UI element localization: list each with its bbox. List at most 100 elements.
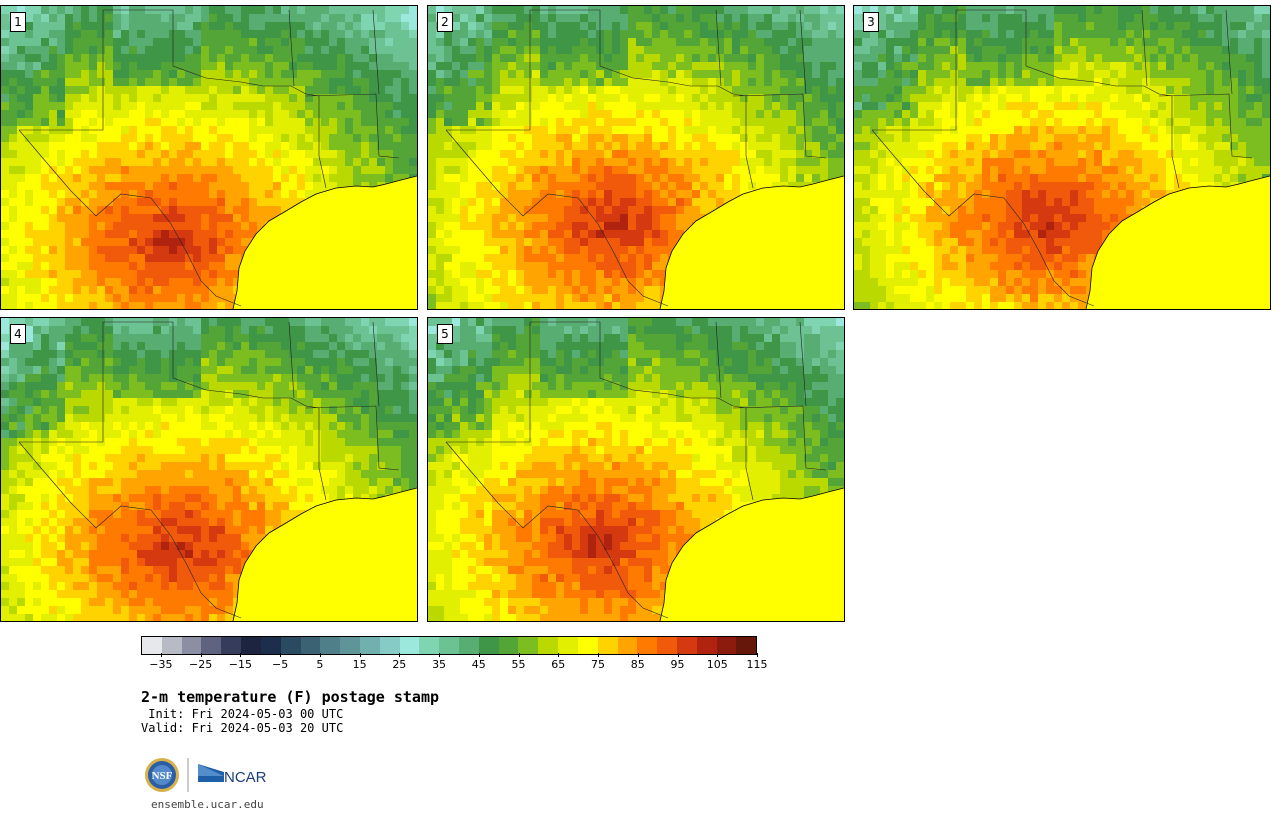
boundary-line (103, 321, 307, 407)
colorbar-tick (240, 653, 242, 657)
colorbar-tick-label: 55 (511, 658, 526, 671)
colorbar-tick-label: −25 (189, 658, 213, 671)
colorbar-tick-label: 75 (591, 658, 606, 671)
coastline (659, 487, 844, 621)
colorbar-tick (757, 653, 758, 657)
temperature-map (1, 6, 417, 309)
colorbar-tick (478, 653, 480, 657)
colorbar-cell (439, 637, 459, 654)
colorbar-cell (320, 637, 341, 654)
colorbar-cell (696, 637, 717, 654)
colorbar-tick (200, 653, 202, 657)
member-panel-1: 1 (0, 5, 418, 310)
panel-number-label: 4 (10, 324, 26, 344)
member-panel-5: 5 (427, 317, 845, 622)
colorbar-cell (637, 637, 658, 654)
coastline (232, 487, 417, 621)
colorbar-cell (241, 637, 261, 654)
temperature-map (428, 318, 844, 621)
colorbar-ticks: −35 −25 −15 −5 5 15 25 35 45 55 65 75 85 95 105 115 (141, 653, 768, 673)
colorbar-tick (160, 653, 162, 657)
colorbar-tick-label: 35 (432, 658, 447, 671)
ncar-logo: NCAR (198, 764, 267, 786)
gulf-of-mexico (660, 176, 844, 309)
colorbar-tick-label: 95 (670, 658, 685, 671)
temperature-colorbar (141, 636, 757, 655)
member-panel-3: 3 (853, 5, 1271, 310)
boundary-line (445, 129, 669, 307)
boundary-line (1225, 9, 1233, 95)
colorbar-tick (399, 653, 401, 657)
boundary-line (799, 9, 807, 95)
boundary-line (732, 405, 754, 501)
colorbar-cell (657, 637, 677, 654)
colorbar-cell (736, 637, 757, 654)
boundary-line (799, 321, 807, 407)
ncar-logo-text: NCAR (224, 769, 267, 786)
temperature-map (428, 6, 844, 309)
boundary-line (305, 405, 400, 471)
boundary-line (715, 321, 722, 399)
colorbar-tick-label: −5 (271, 658, 289, 671)
colorbar-cell (142, 637, 162, 654)
boundary-line (305, 93, 400, 159)
coastline (1085, 175, 1270, 309)
boundary-line (103, 9, 307, 95)
colorbar-tick-label: 45 (471, 658, 486, 671)
boundary-line (872, 10, 957, 131)
member-panel-4: 4 (0, 317, 418, 622)
colorbar-tick (558, 653, 560, 657)
boundary-line (732, 405, 827, 471)
nsf-logo: NSF (145, 758, 179, 792)
colorbar-cell (538, 637, 559, 654)
boundary-line (372, 321, 380, 407)
boundary-line (715, 9, 722, 87)
panel-number-label: 1 (10, 12, 26, 32)
colorbar-cell (518, 637, 539, 654)
colorbar-tick-label: 25 (392, 658, 407, 671)
boundary-line (288, 9, 295, 87)
boundary-line (732, 93, 827, 159)
boundary-line (372, 9, 380, 95)
boundary-line (1158, 93, 1253, 159)
boundary-line (18, 441, 242, 619)
colorbar-tick (280, 653, 282, 657)
colorbar-tick-label: 105 (706, 658, 728, 671)
colorbar-tick (439, 653, 441, 657)
panel-number-label: 5 (437, 324, 453, 344)
colorbar-tick-label: 5 (316, 658, 324, 671)
figure-title: 2-m temperature (F) postage stamp (141, 688, 440, 706)
boundary-line (305, 405, 327, 501)
boundary-line (446, 322, 531, 443)
colorbar-cell (260, 637, 281, 654)
nsf-logo-text: NSF (152, 770, 173, 782)
boundary-line (288, 321, 295, 399)
colorbar-cell (201, 637, 222, 654)
boundary-line (732, 93, 754, 189)
gulf-of-mexico (233, 488, 417, 621)
colorbar-tick-label: 15 (352, 658, 367, 671)
colorbar-cell (161, 637, 182, 654)
valid-time: Valid: Fri 2024-05-03 20 UTC (141, 721, 344, 735)
coastline (659, 175, 844, 309)
colorbar-cell (300, 637, 321, 654)
boundary-line (1158, 93, 1180, 189)
boundary-line (530, 9, 734, 95)
colorbar-cell (577, 637, 598, 654)
colorbar-cell (359, 637, 380, 654)
colorbar-tick (518, 653, 520, 657)
colorbar-cell (181, 637, 202, 654)
boundary-line (19, 10, 104, 131)
gulf-of-mexico (233, 176, 417, 309)
colorbar-tick-label: −35 (149, 658, 173, 671)
gulf-of-mexico (1086, 176, 1270, 309)
boundary-line (305, 93, 327, 189)
boundary-line (530, 321, 734, 407)
colorbar-cell (340, 637, 360, 654)
boundary-line (18, 129, 242, 307)
boundary-line (871, 129, 1095, 307)
boundary-line (956, 9, 1160, 95)
colorbar-cell (459, 637, 479, 654)
panel-number-label: 2 (437, 12, 453, 32)
colorbar-cell (498, 637, 519, 654)
